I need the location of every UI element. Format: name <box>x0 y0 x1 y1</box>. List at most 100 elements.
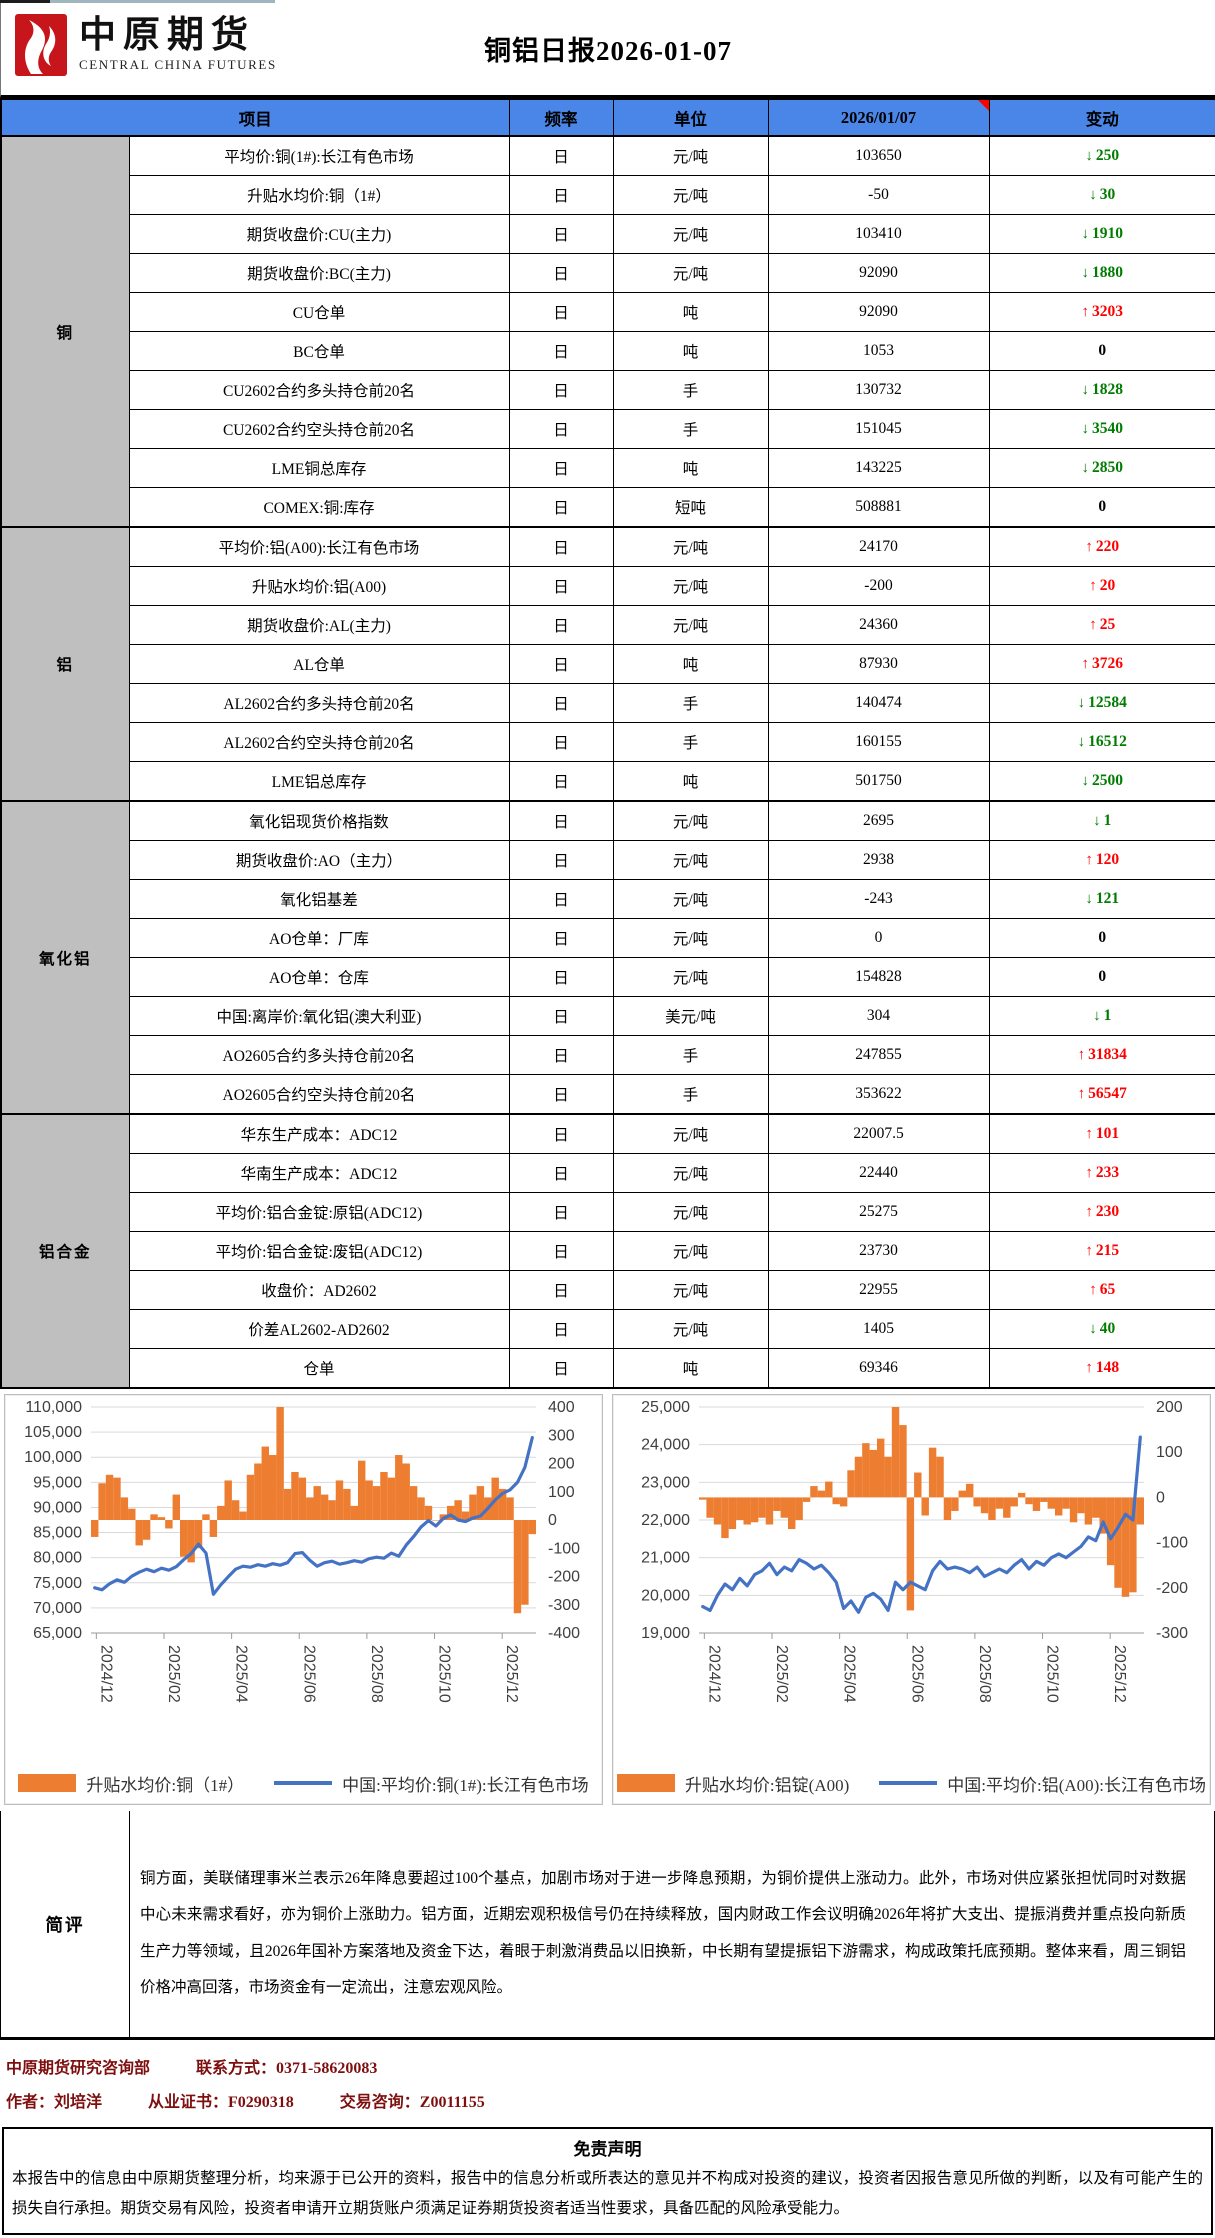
item-cell: 平均价:铜(1#):长江有色市场 <box>128 135 510 176</box>
change-cell: ↑ 220 <box>988 526 1215 567</box>
table-row: AO2605合约多头持仓前20名日手 247855 ↑ 31834 <box>1 1035 1215 1075</box>
table-row: 铝合金 华东生产成本：ADC12 日元/吨 22007.5 ↑ 101 <box>0 1113 1215 1389</box>
frequency-cell: 日 <box>508 957 614 997</box>
value-cell: 154828 <box>767 957 990 997</box>
author-name: 作者：刘培洋 <box>6 2093 103 2111</box>
table-row: 仓单日吨 69346 ↑ 148 <box>1 1348 1215 1389</box>
comment-label: 简评 <box>1 1811 130 2037</box>
frequency-cell: 日 <box>508 526 614 567</box>
unit-cell: 元/吨 <box>612 840 769 880</box>
unit-cell: 手 <box>612 1035 769 1075</box>
svg-text:21,000: 21,000 <box>641 1550 690 1567</box>
legend-line-swatch-icon <box>274 1781 333 1785</box>
unit-cell: 手 <box>612 409 769 449</box>
disclaimer-text: 本报告中的信息由中原期货整理分析，均来源于已公开的资料，报告中的信息分析或所表达… <box>12 2170 1203 2218</box>
contact-line-2: 作者：刘培洋 从业证书：F0290318 交易咨询：Z0011155 <box>6 2086 1215 2120</box>
value-cell: 24170 <box>767 526 990 567</box>
legend-item: 中国:平均价:铝(A00):长江有色市场 <box>879 1771 1206 1796</box>
unit-cell: 元/吨 <box>612 566 769 606</box>
frequency-cell: 日 <box>508 292 614 332</box>
table-row: COMEX:铜:库存日短吨 508881 0 <box>1 487 1215 528</box>
svg-text:105,000: 105,000 <box>24 1424 82 1441</box>
value-cell: 0 <box>767 918 990 958</box>
down-arrow-icon: ↓ <box>1093 813 1101 829</box>
frequency-cell: 日 <box>508 1270 614 1310</box>
svg-text:0: 0 <box>1156 1489 1165 1506</box>
svg-text:-100: -100 <box>548 1540 580 1557</box>
svg-text:2025/02: 2025/02 <box>773 1645 790 1703</box>
unit-cell: 元/吨 <box>612 605 769 645</box>
item-cell: 期货收盘价:CU(主力) <box>128 214 510 254</box>
change-cell: ↓ 1910 <box>988 214 1215 254</box>
legend-label: 升贴水均价:铝锭(A00) <box>684 1775 850 1795</box>
table-row: BC仓单日吨 1053 0 <box>1 331 1215 371</box>
item-cell: 升贴水均价:铜（1#） <box>128 175 510 215</box>
frequency-cell: 日 <box>508 879 614 919</box>
down-arrow-icon: ↓ <box>1081 265 1090 281</box>
disclaimer-box: 免责声明 本报告中的信息由中原期货整理分析，均来源于已公开的资料，报告中的信息分… <box>2 2127 1213 2235</box>
change-cell: ↑ 3726 <box>988 644 1215 684</box>
unit-cell: 短吨 <box>612 487 769 528</box>
change-cell: ↑ 148 <box>988 1348 1215 1389</box>
table-row: CU2602合约多头持仓前20名日手 130732 ↓ 1828 <box>1 370 1215 410</box>
value-cell: -243 <box>767 879 990 919</box>
unit-cell: 元/吨 <box>612 1113 769 1154</box>
frequency-cell: 日 <box>508 253 614 293</box>
frequency-cell: 日 <box>508 135 614 176</box>
table-row: CU仓单日吨 92090 ↑ 3203 <box>1 292 1215 332</box>
table-row: 期货收盘价:CU(主力) 日元/吨 103410 ↓ 1910 <box>1 214 1215 254</box>
table-row: AO2605合约空头持仓前20名日手 353622 ↑ 56547 <box>1 1074 1215 1115</box>
value-cell: 143225 <box>767 448 990 488</box>
window-edge-artifact <box>0 0 1215 3</box>
down-arrow-icon: ↓ <box>1077 734 1086 750</box>
unit-cell: 手 <box>612 722 769 762</box>
svg-text:2025/06: 2025/06 <box>908 1645 925 1703</box>
unit-cell: 元/吨 <box>612 526 769 567</box>
item-cell: 升贴水均价:铝(A00) <box>128 566 510 606</box>
comment-section: 简评 铜方面，美联储理事米兰表示26年降息要超过100个基点，加剧市场对于进一步… <box>0 1811 1215 2040</box>
table-row: 中国:离岸价:氧化铝(澳大利亚) 日美元/吨 304 ↓ 1 <box>1 996 1215 1036</box>
svg-text:23,000: 23,000 <box>641 1474 690 1491</box>
item-cell: 期货收盘价:AO（主力） <box>128 840 510 880</box>
up-arrow-icon: ↑ <box>1081 304 1090 320</box>
up-arrow-icon: ↑ <box>1085 1165 1093 1181</box>
change-cell: ↑ 65 <box>988 1270 1215 1310</box>
item-cell: AO2605合约多头持仓前20名 <box>128 1035 510 1075</box>
unit-cell: 元/吨 <box>612 1192 769 1232</box>
change-cell: ↑ 25 <box>988 605 1215 645</box>
svg-text:70,000: 70,000 <box>33 1600 82 1617</box>
table-row: 铜平均价:铜(1#):长江有色市场日元/吨 103650 ↓ 250 <box>0 135 1215 528</box>
svg-text:400: 400 <box>548 1399 575 1416</box>
table-row: LME铜总库存日吨 143225 ↓ 2850 <box>1 448 1215 488</box>
change-cell: ↑ 20 <box>988 566 1215 606</box>
up-arrow-icon: ↑ <box>1081 656 1090 672</box>
up-arrow-icon: ↑ <box>1077 1047 1086 1063</box>
table-row: AL2602合约多头持仓前20名日手 140474 ↓ 12584 <box>1 683 1215 723</box>
page-title: 铜铝日报2026-01-07 <box>484 36 732 66</box>
item-cell: 平均价:铝(A00):长江有色市场 <box>128 526 510 567</box>
frequency-cell: 日 <box>508 214 614 254</box>
change-cell: ↑ 215 <box>988 1231 1215 1271</box>
value-cell: 2695 <box>767 800 990 841</box>
unit-cell: 元/吨 <box>612 214 769 254</box>
unit-cell: 手 <box>612 1074 769 1115</box>
frequency-cell: 日 <box>508 644 614 684</box>
logo-flame-icon <box>15 14 67 76</box>
item-cell: 仓单 <box>128 1348 510 1389</box>
unit-cell: 吨 <box>612 644 769 684</box>
frequency-cell: 日 <box>508 1153 614 1193</box>
value-cell: 1053 <box>767 331 990 371</box>
value-cell: 87930 <box>767 644 990 684</box>
change-cell: ↓ 1828 <box>988 370 1215 410</box>
change-cell: 0 <box>988 487 1215 528</box>
frequency-cell: 日 <box>508 605 614 645</box>
change-cell: ↓ 16512 <box>988 722 1215 762</box>
dept-name: 中原期货研究咨询部 <box>6 2060 151 2077</box>
svg-text:2025/10: 2025/10 <box>436 1645 453 1703</box>
frequency-cell: 日 <box>508 1192 614 1232</box>
contact-phone: 联系方式：0371-58620083 <box>196 2060 378 2077</box>
unit-cell: 吨 <box>612 761 769 802</box>
down-arrow-icon: ↓ <box>1093 1008 1101 1024</box>
col-header-frequency: 频率 <box>508 98 614 137</box>
svg-text:110,000: 110,000 <box>25 1399 82 1416</box>
